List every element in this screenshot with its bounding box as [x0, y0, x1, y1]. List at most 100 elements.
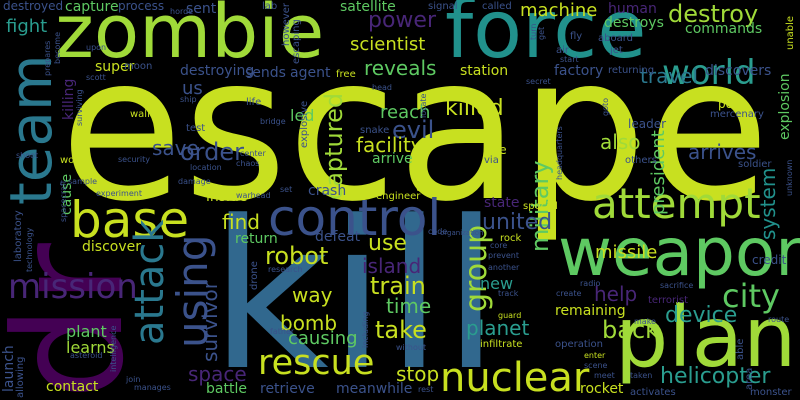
word-bridge: bridge [260, 117, 286, 126]
word-scientist: scientist [350, 34, 426, 55]
word-killed: killed [445, 96, 504, 121]
word-unknown: unknown [785, 159, 794, 196]
word-reach: reach [380, 102, 431, 123]
word-guard: guard [498, 311, 522, 320]
word-time: time [386, 294, 432, 318]
word-set: set [280, 185, 293, 194]
word-plant: plant [66, 322, 107, 341]
word-launch: launch [1, 345, 17, 392]
word-activates: activates [630, 387, 676, 398]
word-sent: sent [186, 1, 217, 17]
word-power: power [368, 8, 436, 33]
word-satellite: satellite [340, 0, 396, 15]
word-process: process [118, 0, 165, 13]
word-test: test [186, 123, 206, 134]
word-sends: sends [245, 65, 286, 81]
word-nuclear: nuclear [440, 355, 590, 400]
word-bomb: bomb [280, 311, 338, 335]
word-make: make [634, 317, 656, 326]
word-help: help [594, 282, 638, 306]
word-life: life [246, 97, 262, 108]
word-air: air [556, 45, 570, 56]
word-station: station [460, 63, 509, 79]
word-capture: capture [65, 0, 119, 15]
word-enter: enter [584, 351, 606, 360]
word-via: via [484, 155, 499, 166]
word-us: us [182, 78, 203, 99]
word-world: world [662, 53, 756, 93]
word-robot: robot [265, 242, 329, 270]
word-prepares: prepares [43, 40, 52, 76]
word-surviving: surviving [75, 89, 84, 126]
word-without: without [396, 343, 427, 352]
word-monster: monster [750, 387, 792, 398]
word-explosive: explosive [299, 100, 310, 148]
word-contact: contact [46, 379, 99, 395]
word-commands: commands [685, 21, 763, 37]
word-join: join [126, 375, 141, 384]
word-work: work [60, 155, 85, 166]
word-snake: snake [360, 125, 390, 136]
word-missile: missile [595, 242, 658, 263]
word-survivor: survivor [198, 280, 222, 362]
word-escaping: escaping [291, 19, 302, 64]
word-arrive: arrive [372, 151, 413, 167]
word-base: base [70, 191, 190, 249]
word-horde: horde [170, 7, 194, 16]
word-way: way [292, 283, 333, 307]
word-stop: stop [396, 362, 440, 386]
word-credit: credit [752, 253, 787, 267]
word-crash: crash [308, 183, 347, 199]
word-try: try [416, 183, 430, 194]
word-intelligence: intelligence [109, 325, 118, 372]
word-find: find [222, 210, 260, 234]
word-human: human [608, 1, 657, 17]
word-location: location [190, 163, 222, 172]
word-moon: moon [124, 61, 153, 72]
word-island: island [362, 254, 422, 278]
word-soldier: soldier [738, 159, 772, 170]
word-locate: locate [419, 93, 428, 118]
word-father: father [270, 327, 295, 336]
word-mission: mission [8, 267, 138, 307]
word-infiltrate: infiltrate [480, 339, 523, 350]
word-destroyed: destroyed [3, 0, 64, 13]
word-others: others [625, 155, 657, 166]
word-pod: pod [718, 97, 741, 111]
word-signal: signal [428, 1, 458, 12]
word-city: city [722, 277, 780, 315]
word-create: create [556, 289, 582, 298]
word-arrives: arrives [688, 140, 757, 164]
word-new: new [480, 274, 514, 293]
word-evil: evil [392, 116, 435, 144]
word-secret: secret [526, 77, 551, 86]
word-escape: escape [60, 13, 770, 246]
word-manages: manages [134, 383, 171, 392]
word-return: return [235, 231, 278, 247]
word-reveals: reveals [364, 56, 437, 80]
word-scene: scene [584, 361, 608, 370]
word-another: another [488, 263, 520, 272]
word-fly: fly [570, 31, 583, 42]
word-asteroid: asteroid [70, 351, 103, 360]
word-defeat: defeat [315, 229, 361, 245]
word-discovers: discovers [705, 63, 772, 79]
word-kill: kill [210, 178, 500, 400]
word-head: head [372, 83, 392, 92]
word-radio: radio [580, 279, 601, 288]
word-returning: returning [608, 65, 655, 76]
word-inside: inside [206, 189, 248, 205]
word-technology: technology [25, 227, 34, 272]
word-chaos: chaos [236, 159, 260, 168]
word-zombie: zombie [55, 0, 325, 75]
word-causing: causing [288, 328, 358, 349]
word-battle: battle [206, 381, 247, 397]
word-wall: wall [130, 109, 150, 120]
word-leader: leader [628, 117, 667, 131]
word-ship: ship [180, 95, 197, 104]
word-lab: lab [262, 1, 278, 12]
word-organization: organization [440, 229, 484, 237]
word-fight: fight [6, 16, 48, 37]
word-aboard: aboard [598, 33, 634, 44]
